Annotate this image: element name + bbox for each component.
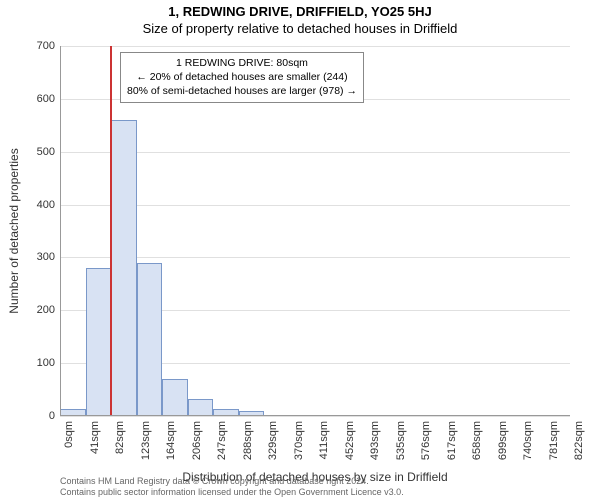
x-tick-label: 206sqm — [191, 421, 203, 471]
gridline — [60, 416, 570, 417]
x-tick-label: 617sqm — [446, 421, 458, 471]
x-tick-label: 0sqm — [63, 421, 75, 471]
gridline — [60, 46, 570, 47]
x-tick-label: 699sqm — [497, 421, 509, 471]
chart-container: 01002003004005006007000sqm41sqm82sqm123s… — [60, 46, 570, 416]
sub-title: Size of property relative to detached ho… — [0, 19, 600, 36]
annotation-line: 1 REDWING DRIVE: 80sqm — [127, 56, 357, 70]
footer-line-2: Contains public sector information licen… — [60, 487, 580, 498]
gridline — [60, 152, 570, 153]
footer-line-1: Contains HM Land Registry data © Crown c… — [60, 476, 580, 487]
gridline — [60, 205, 570, 206]
x-tick-label: 288sqm — [242, 421, 254, 471]
x-tick-label: 576sqm — [420, 421, 432, 471]
y-tick-label: 400 — [15, 199, 55, 211]
x-tick-label: 535sqm — [395, 421, 407, 471]
histogram-bar — [137, 263, 163, 416]
annotation-line: 80% of semi-detached houses are larger (… — [127, 84, 357, 98]
x-tick-label: 740sqm — [522, 421, 534, 471]
histogram-bar — [111, 120, 137, 416]
y-tick-label: 100 — [15, 357, 55, 369]
annotation-box: 1 REDWING DRIVE: 80sqm← 20% of detached … — [120, 52, 364, 103]
y-axis-label: Number of detached properties — [7, 148, 21, 313]
x-tick-label: 164sqm — [165, 421, 177, 471]
plot-area: 01002003004005006007000sqm41sqm82sqm123s… — [60, 46, 570, 416]
x-tick-label: 82sqm — [114, 421, 126, 471]
footer-attribution: Contains HM Land Registry data © Crown c… — [60, 476, 580, 499]
x-tick-label: 781sqm — [548, 421, 560, 471]
x-axis-line — [60, 415, 570, 416]
x-tick-label: 411sqm — [318, 421, 330, 471]
y-tick-label: 300 — [15, 251, 55, 263]
x-tick-label: 41sqm — [89, 421, 101, 471]
y-tick-label: 500 — [15, 146, 55, 158]
main-title: 1, REDWING DRIVE, DRIFFIELD, YO25 5HJ — [0, 0, 600, 19]
x-tick-label: 452sqm — [344, 421, 356, 471]
x-tick-label: 123sqm — [140, 421, 152, 471]
y-tick-label: 700 — [15, 40, 55, 52]
y-tick-label: 600 — [15, 93, 55, 105]
annotation-line: ← 20% of detached houses are smaller (24… — [127, 70, 357, 84]
gridline — [60, 257, 570, 258]
histogram-bar — [188, 399, 214, 416]
y-tick-label: 0 — [15, 410, 55, 422]
y-axis-line — [60, 46, 61, 416]
property-size-marker — [110, 46, 112, 416]
x-tick-label: 329sqm — [267, 421, 279, 471]
x-tick-label: 370sqm — [293, 421, 305, 471]
histogram-bar — [86, 268, 112, 416]
x-tick-label: 822sqm — [573, 421, 585, 471]
x-tick-label: 658sqm — [471, 421, 483, 471]
x-tick-label: 493sqm — [369, 421, 381, 471]
x-tick-label: 247sqm — [216, 421, 228, 471]
y-tick-label: 200 — [15, 304, 55, 316]
histogram-bar — [162, 379, 188, 416]
